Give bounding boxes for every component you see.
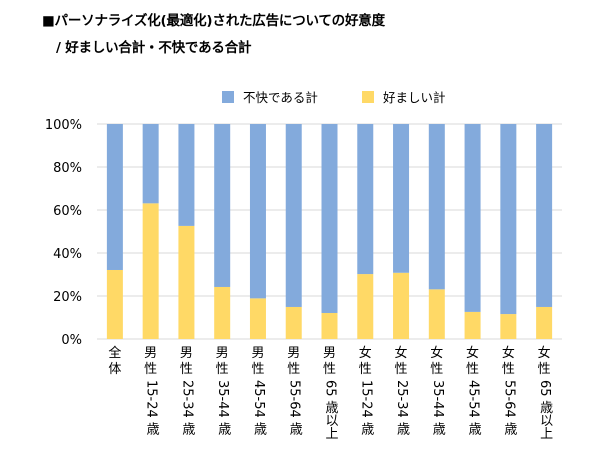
bars	[106, 124, 553, 339]
bar-favorable	[428, 289, 445, 339]
x-tick-label: 女性 15-24 歳	[358, 346, 374, 435]
x-tick-label: 男性 45-54 歳	[250, 346, 266, 435]
bar-unfavorable	[500, 124, 517, 315]
x-tick-label: 全体	[108, 346, 122, 377]
bar-favorable	[249, 298, 266, 339]
y-tick-label: 0%	[61, 333, 82, 348]
bar-favorable	[500, 314, 517, 339]
legend-item-favorable: 好ましい計	[362, 87, 446, 106]
y-axis-ticks: 0% 20% 40% 60% 80% 100%	[45, 118, 82, 348]
legend-label-unfavorable: 不快である計	[243, 90, 318, 105]
bar-favorable	[321, 312, 338, 339]
x-tick-label: 女性 25-34 歳	[394, 346, 410, 435]
bar-favorable	[178, 225, 195, 339]
x-tick-label: 男性 15-24 歳	[143, 346, 159, 435]
y-tick-label: 20%	[53, 290, 82, 305]
y-tick-label: 80%	[53, 161, 82, 176]
bar-favorable	[464, 311, 481, 339]
bar-favorable	[142, 203, 159, 339]
bar-favorable	[357, 274, 374, 339]
y-tick-label: 40%	[53, 247, 82, 262]
x-tick-label: 女性 65 歳以上	[537, 346, 553, 440]
bar-unfavorable	[142, 124, 159, 204]
bar-unfavorable	[321, 124, 338, 313]
bar-favorable	[214, 286, 231, 339]
bar-unfavorable	[285, 124, 302, 307]
bar-unfavorable	[428, 124, 445, 290]
x-tick-label: 男性 35-44 歳	[215, 346, 231, 435]
x-tick-label: 男性 25-34 歳	[179, 346, 195, 435]
bar-favorable	[536, 306, 553, 339]
bar-favorable	[285, 306, 302, 339]
x-tick-label: 女性 45-54 歳	[465, 346, 481, 435]
legend-swatch-favorable	[362, 90, 374, 103]
x-tick-label: 男性 65 歳以上	[322, 346, 338, 440]
x-tick-label: 女性 55-64 歳	[501, 346, 517, 435]
bar-unfavorable	[393, 124, 410, 273]
x-tick-label: 女性 35-44 歳	[429, 346, 445, 435]
y-tick-label: 60%	[53, 204, 82, 219]
bar-favorable	[393, 272, 410, 339]
bar-unfavorable	[178, 124, 195, 226]
legend-swatch-unfavorable	[222, 90, 234, 103]
legend-item-unfavorable: 不快である計	[222, 87, 318, 106]
chart-title: ■パーソナライズ化(最適化)された広告についての好意度	[42, 13, 385, 29]
bar-unfavorable	[464, 124, 481, 312]
bar-unfavorable	[214, 124, 231, 287]
legend-label-favorable: 好ましい計	[383, 90, 446, 105]
bar-favorable	[106, 269, 123, 339]
x-tick-label: 男性 55-64 歳	[286, 346, 302, 435]
bar-unfavorable	[249, 124, 266, 299]
bar-unfavorable	[357, 124, 374, 275]
y-tick-label: 100%	[45, 118, 82, 133]
chart-subtitle: / 好ましい合計・不快である合計	[56, 40, 252, 56]
bar-unfavorable	[106, 124, 123, 270]
bar-unfavorable	[536, 124, 553, 307]
